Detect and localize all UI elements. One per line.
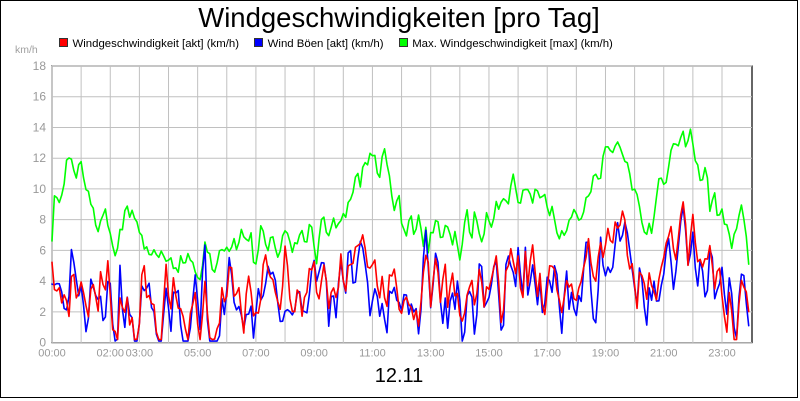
- svg-text:12: 12: [33, 151, 47, 165]
- svg-text:05:00: 05:00: [184, 348, 212, 360]
- svg-text:23:00: 23:00: [708, 348, 736, 360]
- svg-text:07:00: 07:00: [242, 348, 270, 360]
- svg-text:00:00: 00:00: [38, 348, 66, 360]
- svg-text:02:00: 02:00: [96, 348, 124, 360]
- svg-text:18: 18: [33, 59, 47, 73]
- svg-text:03:00: 03:00: [126, 348, 154, 360]
- svg-text:16: 16: [33, 90, 47, 104]
- svg-text:14: 14: [33, 120, 47, 134]
- svg-text:17:00: 17:00: [533, 348, 561, 360]
- svg-text:10: 10: [33, 182, 47, 196]
- svg-text:2: 2: [39, 305, 46, 319]
- svg-text:11:00: 11:00: [359, 348, 386, 360]
- svg-text:6: 6: [39, 243, 46, 257]
- svg-text:13:00: 13:00: [417, 348, 445, 360]
- svg-text:4: 4: [39, 274, 46, 288]
- svg-text:09:00: 09:00: [300, 348, 328, 360]
- svg-text:8: 8: [39, 213, 46, 227]
- svg-text:19:00: 19:00: [592, 348, 620, 360]
- svg-text:15:00: 15:00: [475, 348, 503, 360]
- svg-text:21:00: 21:00: [650, 348, 678, 360]
